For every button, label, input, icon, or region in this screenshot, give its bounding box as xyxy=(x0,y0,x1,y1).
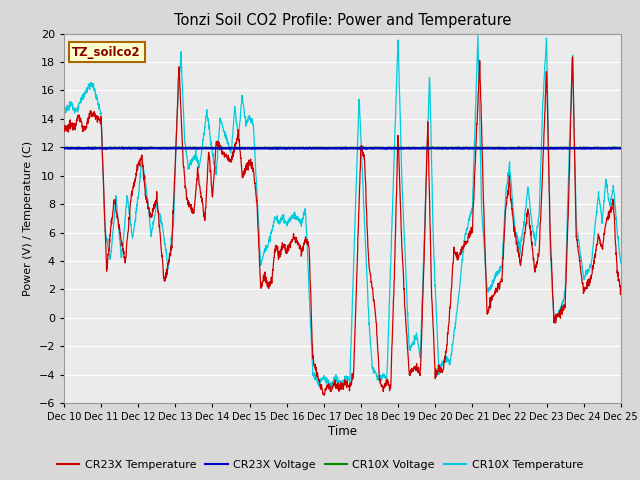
Legend: CR23X Temperature, CR23X Voltage, CR10X Voltage, CR10X Temperature: CR23X Temperature, CR23X Voltage, CR10X … xyxy=(52,456,588,474)
Y-axis label: Power (V) / Temperature (C): Power (V) / Temperature (C) xyxy=(23,141,33,296)
X-axis label: Time: Time xyxy=(328,425,357,438)
Title: Tonzi Soil CO2 Profile: Power and Temperature: Tonzi Soil CO2 Profile: Power and Temper… xyxy=(173,13,511,28)
Text: TZ_soilco2: TZ_soilco2 xyxy=(72,46,141,59)
